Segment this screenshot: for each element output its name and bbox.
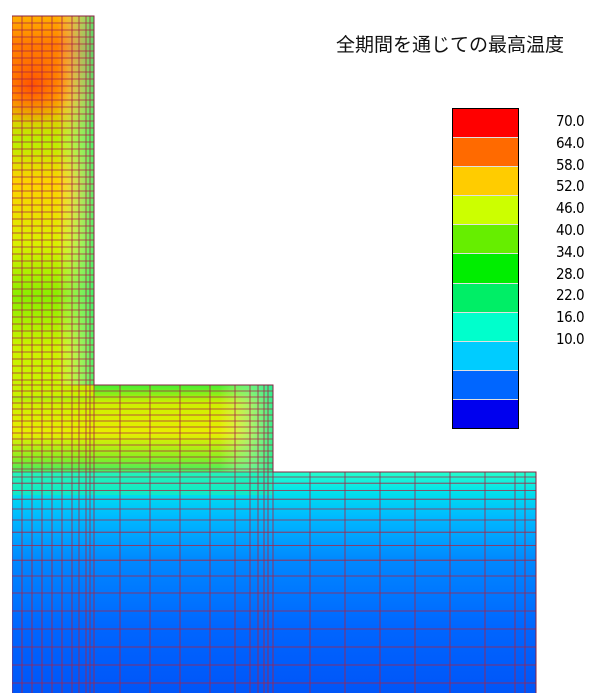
legend-label: 28.0 bbox=[556, 264, 585, 283]
legend-label: 40.0 bbox=[556, 221, 585, 239]
legend-label: 10.0 bbox=[556, 330, 585, 348]
legend-band bbox=[453, 341, 518, 371]
legend-band bbox=[453, 399, 518, 429]
legend-band bbox=[453, 254, 518, 284]
legend-band bbox=[453, 167, 518, 197]
legend-band bbox=[453, 196, 518, 226]
legend-band bbox=[453, 225, 518, 255]
legend-label: 58.0 bbox=[556, 155, 585, 174]
legend-label: 46.0 bbox=[556, 199, 585, 218]
legend-label: 64.0 bbox=[556, 133, 585, 152]
color-legend bbox=[452, 108, 519, 429]
legend-band bbox=[453, 138, 518, 168]
chart-title: 全期間を通じての最高温度 bbox=[335, 34, 564, 56]
slab-edge-cooling bbox=[94, 385, 273, 472]
ground-region bbox=[12, 472, 536, 693]
legend-label: 34.0 bbox=[556, 242, 585, 261]
legend-band bbox=[453, 109, 518, 139]
legend-band bbox=[453, 370, 518, 400]
legend-label: 70.0 bbox=[556, 112, 585, 130]
legend-band bbox=[453, 312, 518, 342]
legend-label: 52.0 bbox=[556, 177, 585, 196]
legend-band bbox=[453, 283, 518, 313]
model-outline bbox=[12, 15, 537, 693]
legend-label: 22.0 bbox=[556, 286, 585, 305]
legend-label: 16.0 bbox=[556, 308, 585, 327]
